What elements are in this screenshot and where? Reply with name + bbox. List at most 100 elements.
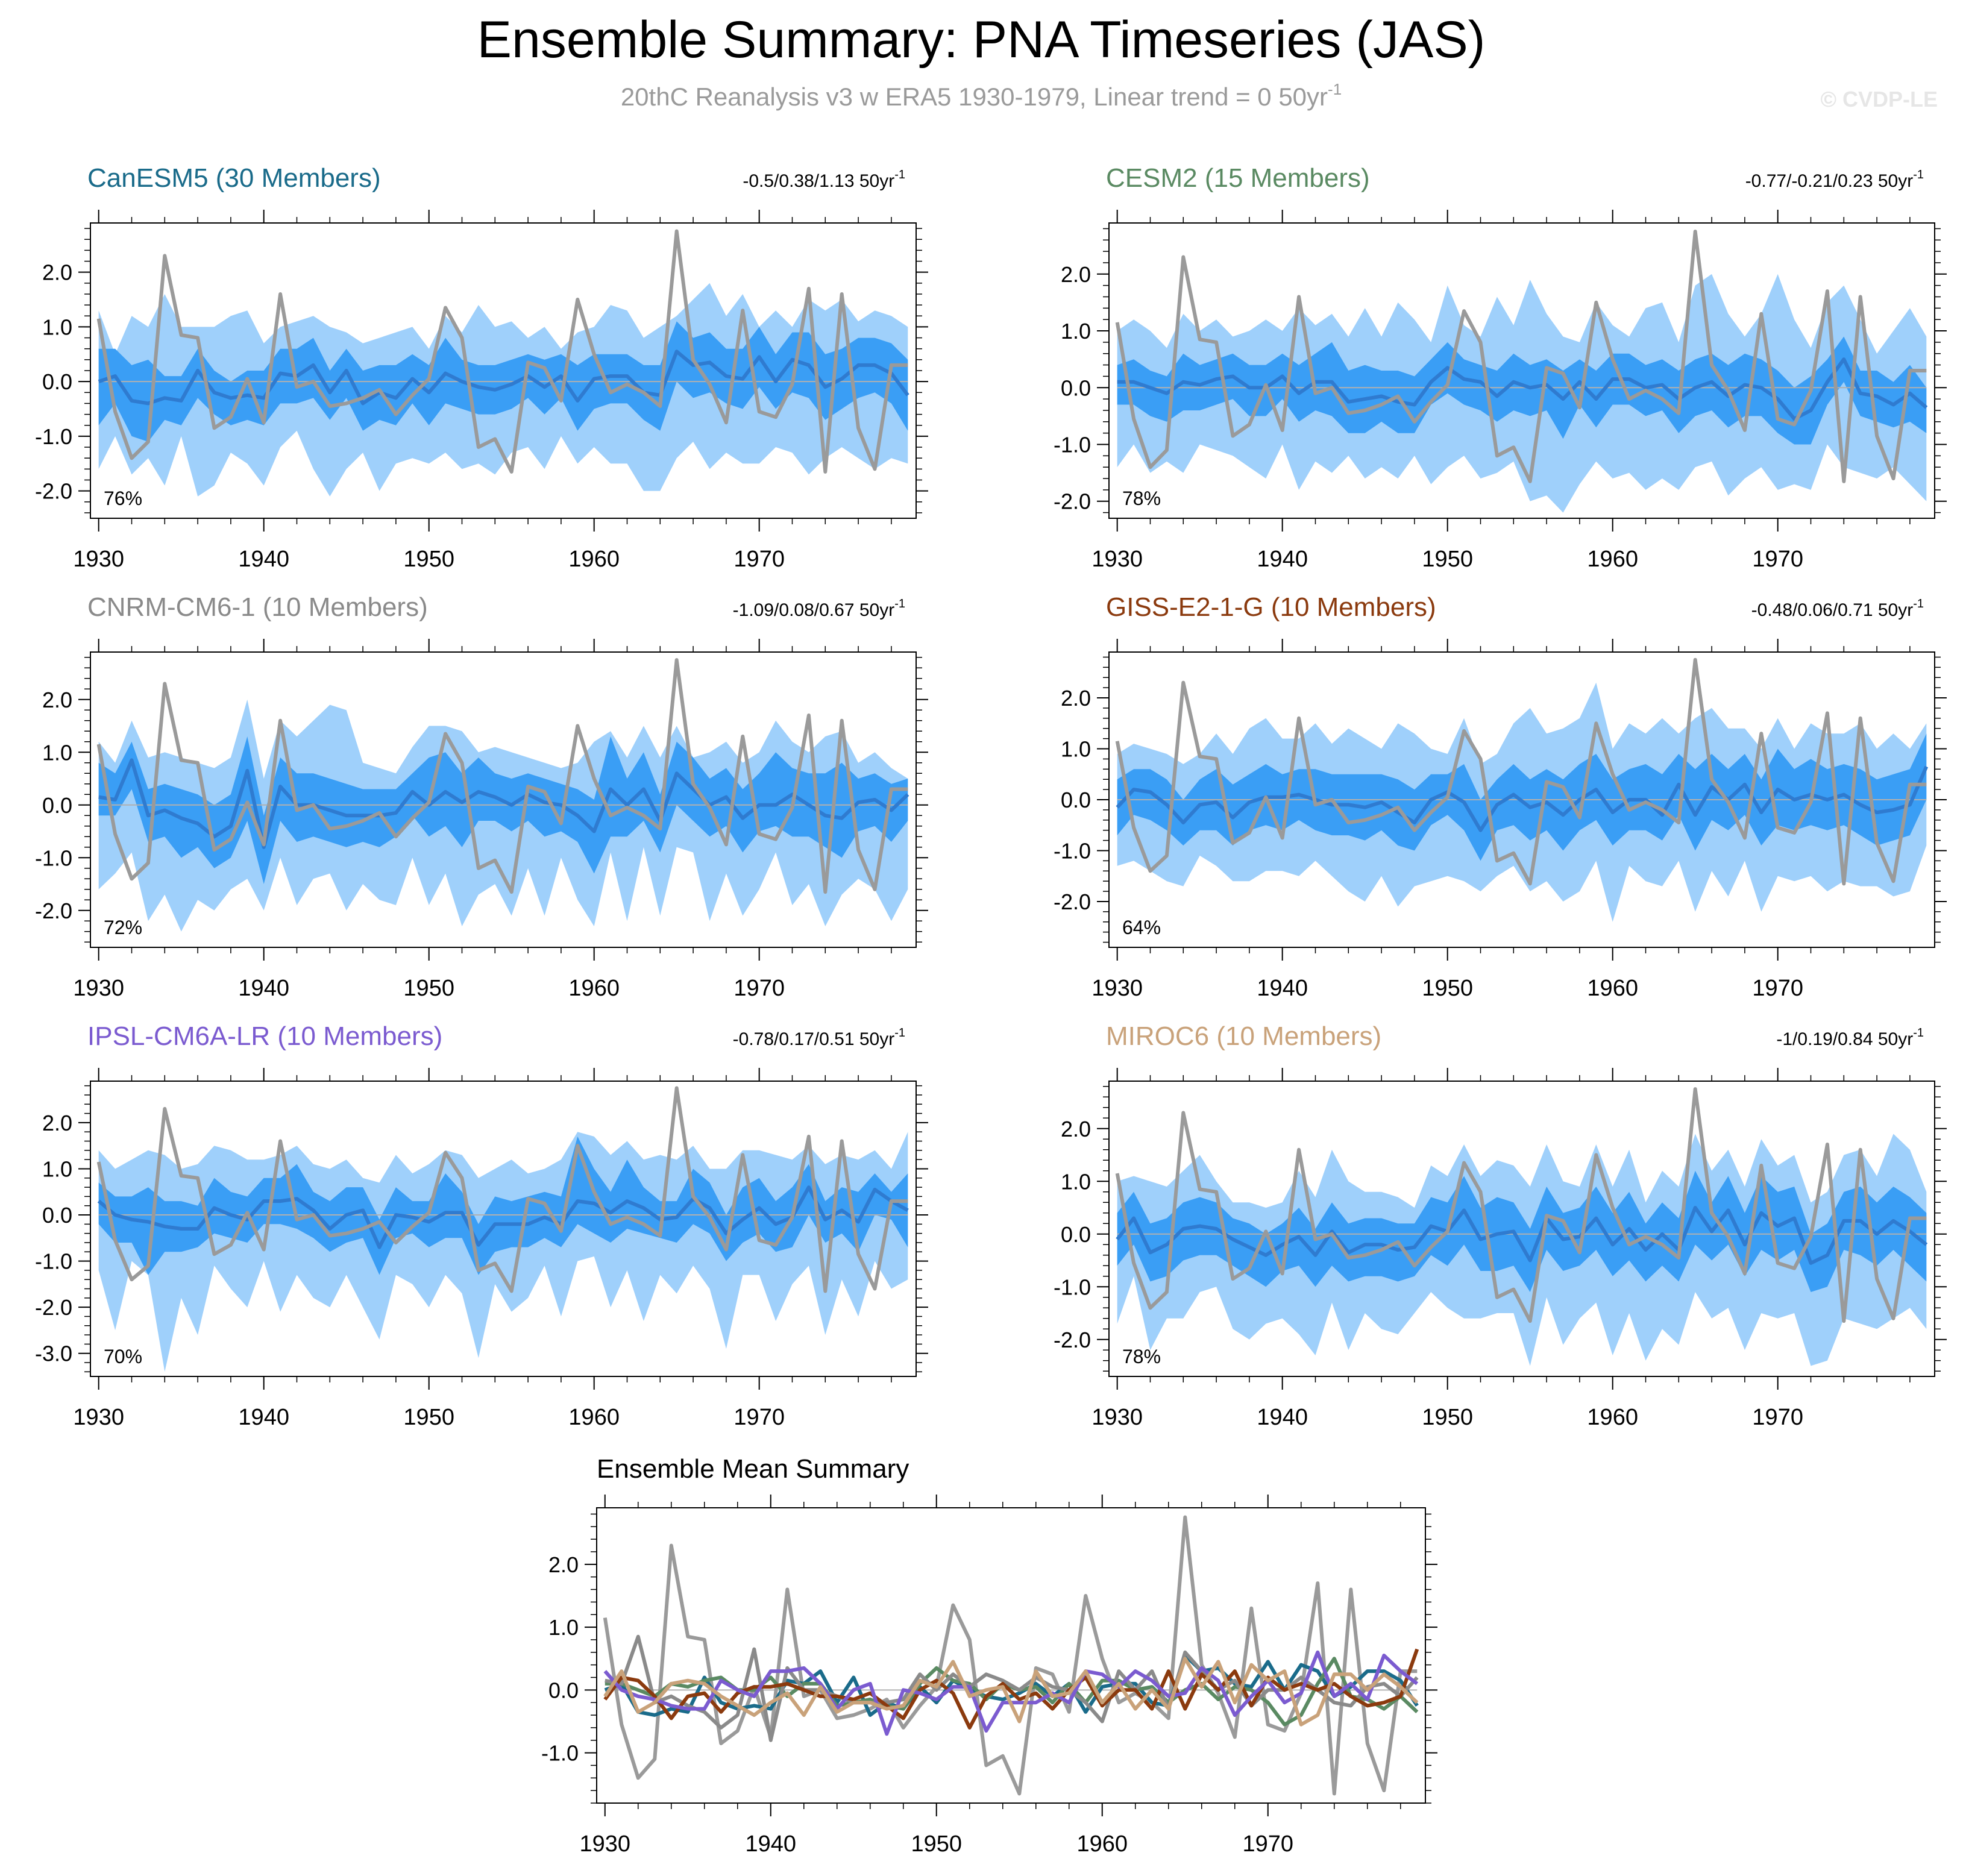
plot-frame: [1108, 1081, 1935, 1377]
x-tick-label: 1940: [238, 1405, 289, 1430]
y-tick-label: 1.0: [42, 1156, 72, 1181]
x-tick-label: 1970: [1752, 547, 1803, 572]
panel-title: CESM2 (15 Members): [1106, 163, 1370, 193]
x-tick-label: 1940: [745, 1831, 796, 1857]
chart-panel: CanESM5 (30 Members) -0.5/0.38/1.13 50yr-…: [35, 163, 928, 572]
y-tick-label: -1.0: [35, 845, 72, 870]
y-tick-label: -1.0: [1054, 838, 1091, 863]
y-tick-label: 2.0: [1061, 686, 1091, 711]
x-tick-label: 1960: [1076, 1831, 1128, 1857]
chart-panel: GISS-E2-1-G (10 Members) -0.48/0.06/0.71 …: [1054, 592, 1947, 1001]
figure-subtitle-text: 20thC Reanalysis v3 w ERA5 1930-1979, Li…: [621, 83, 1328, 111]
percent-label: 76%: [104, 488, 142, 509]
y-tick-label: 2.0: [1061, 1117, 1091, 1141]
ensemble-mean-line: [97, 1185, 909, 1249]
x-tick-label: 1930: [579, 1831, 630, 1857]
figure-subtitle-superscript: -1: [1328, 80, 1342, 98]
y-tick-label: -1.0: [35, 1249, 72, 1274]
x-tick-label: 1950: [1422, 976, 1473, 1001]
ensemble-mean-line: [98, 350, 909, 406]
spread-band-inner: [98, 736, 908, 884]
observed-line: [1115, 230, 1927, 483]
x-tick-label: 1930: [1091, 1405, 1143, 1430]
x-tick-label: 1950: [1422, 1405, 1473, 1430]
y-tick-label: -2.0: [35, 1295, 72, 1320]
y-tick-label: 0.0: [42, 1203, 72, 1228]
percent-label: 64%: [1122, 917, 1161, 938]
figure-title: Ensemble Summary: PNA Timeseries (JAS): [477, 11, 1486, 69]
chart-panel: Ensemble Mean Summary -1.0 0.0 1.0 2.0 1930 19…: [541, 1454, 1437, 1857]
x-tick-label: 1950: [403, 976, 454, 1001]
x-tick-label: 1960: [568, 976, 620, 1001]
x-tick-label: 1930: [1091, 547, 1143, 572]
panel-title: IPSL-CM6A-LR (10 Members): [87, 1021, 442, 1051]
trend-label: -0.78/0.17/0.51 50yr-1: [733, 1026, 905, 1049]
observed-line: [96, 1086, 908, 1293]
y-tick-label: 2.0: [42, 1111, 72, 1135]
x-tick-label: 1930: [73, 1405, 124, 1430]
plot-frame: [90, 651, 917, 948]
x-tick-label: 1940: [1257, 976, 1308, 1001]
plot-frame: [1108, 222, 1935, 519]
observed-line: [96, 658, 908, 894]
chart-panel: MIROC6 (10 Members) -1/0.19/0.84 50yr-1 -2…: [1054, 1021, 1947, 1430]
trend-label-text: -0.48/0.06/0.71 50yr: [1751, 600, 1914, 620]
percent-label: 70%: [104, 1346, 142, 1367]
y-tick-label: -3.0: [35, 1341, 72, 1366]
x-tick-label: 1970: [1752, 1405, 1803, 1430]
y-tick-label: -1.0: [1054, 1275, 1091, 1299]
percent-label: 72%: [104, 917, 142, 938]
y-tick-label: 1.0: [42, 740, 72, 765]
x-tick-label: 1960: [1587, 547, 1638, 572]
x-tick-label: 1960: [568, 547, 620, 572]
trend-label-text: -1/0.19/0.84 50yr: [1776, 1029, 1913, 1049]
y-tick-label: 0.0: [548, 1678, 579, 1702]
x-tick-label: 1940: [1257, 547, 1308, 572]
x-tick-label: 1950: [1422, 547, 1473, 572]
trend-label-text: -0.77/-0.21/0.23 50yr: [1745, 171, 1914, 191]
trend-label-superscript: -1: [894, 597, 905, 610]
x-tick-label: 1960: [1587, 976, 1638, 1001]
x-tick-label: 1970: [733, 547, 785, 572]
y-tick-label: 2.0: [42, 688, 72, 712]
ensemble-mean-line: [1117, 357, 1928, 421]
x-tick-label: 1940: [238, 976, 289, 1001]
watermark: © CVDP-LE: [1820, 87, 1938, 111]
y-tick-label: 0.0: [1061, 1222, 1091, 1247]
chart-panel: IPSL-CM6A-LR (10 Members) -0.78/0.17/0.51…: [35, 1021, 928, 1430]
y-tick-label: 1.0: [548, 1615, 579, 1640]
y-tick-label: 2.0: [548, 1552, 579, 1577]
y-tick-label: 0.0: [42, 369, 72, 394]
figure-subtitle: 20thC Reanalysis v3 w ERA5 1930-1979, Li…: [621, 80, 1342, 111]
plot-frame: [596, 1507, 1426, 1804]
x-tick-label: 1930: [73, 547, 124, 572]
x-tick-label: 1960: [568, 1405, 620, 1430]
percent-label: 78%: [1122, 1346, 1161, 1367]
trend-label-superscript: -1: [894, 1026, 905, 1040]
x-tick-label: 1970: [733, 976, 785, 1001]
trend-label: -0.48/0.06/0.71 50yr-1: [1751, 597, 1924, 620]
ensemble-mean-line: [1116, 1206, 1928, 1265]
y-tick-label: -1.0: [541, 1741, 579, 1766]
trend-label-text: -1.09/0.08/0.67 50yr: [733, 600, 895, 620]
plot-frame: [90, 1081, 917, 1377]
x-tick-label: 1940: [238, 547, 289, 572]
y-tick-label: -1.0: [1054, 433, 1091, 457]
y-tick-label: 1.0: [1061, 1169, 1091, 1194]
trend-label: -1/0.19/0.84 50yr-1: [1776, 1026, 1924, 1049]
spread-band-inner: [1117, 336, 1927, 445]
percent-label: 78%: [1122, 488, 1161, 509]
observed-line: [96, 229, 908, 474]
y-tick-label: -2.0: [1054, 489, 1091, 514]
panel-title: CanESM5 (30 Members): [87, 163, 381, 193]
observed-line: [1115, 657, 1927, 886]
x-tick-label: 1960: [1587, 1405, 1638, 1430]
y-tick-label: 1.0: [1061, 319, 1091, 344]
ensemble-mean-line: [98, 758, 909, 849]
y-tick-label: 1.0: [1061, 737, 1091, 762]
trend-label-superscript: -1: [1913, 1026, 1924, 1040]
panel-title: MIROC6 (10 Members): [1106, 1021, 1381, 1051]
y-tick-label: -1.0: [35, 424, 72, 449]
panel-title: GISS-E2-1-G (10 Members): [1106, 592, 1436, 622]
